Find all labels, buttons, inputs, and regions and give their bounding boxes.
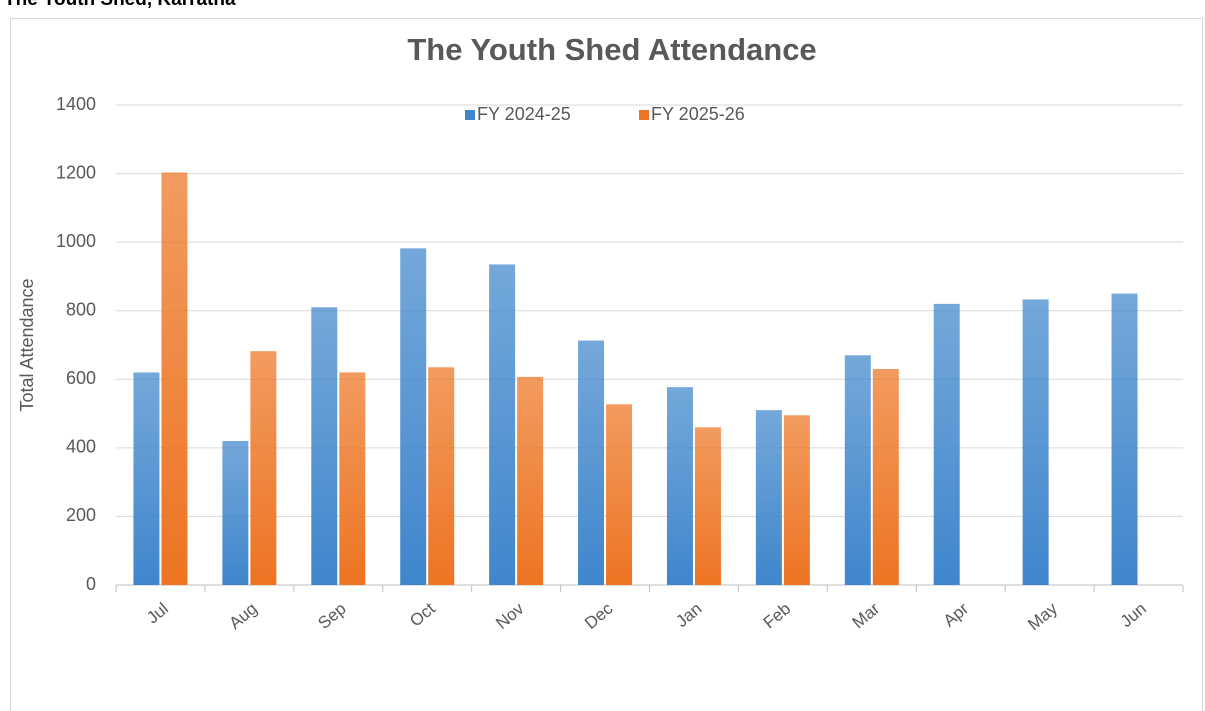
- y-tick-label: 200: [66, 505, 96, 525]
- bar: [755, 410, 782, 585]
- bar: [161, 172, 188, 586]
- bar: [694, 427, 721, 585]
- legend-label: FY 2024-25: [477, 104, 571, 124]
- chart-title: The Youth Shed Attendance: [407, 32, 816, 67]
- bar: [578, 340, 605, 585]
- y-tick-label: 800: [66, 299, 96, 319]
- y-axis-label: Total Attendance: [17, 278, 37, 411]
- y-tick-label: 1200: [56, 162, 96, 182]
- chart-frame: [10, 18, 1203, 711]
- bar: [933, 303, 960, 585]
- bar: [222, 441, 249, 585]
- legend-label: FY 2025-26: [651, 104, 745, 124]
- bar: [1111, 293, 1138, 585]
- y-tick-label: 400: [66, 437, 96, 457]
- bar: [311, 307, 338, 585]
- legend-swatch: [465, 110, 475, 120]
- y-tick-label: 600: [66, 368, 96, 388]
- bar: [666, 387, 693, 585]
- bar: [133, 372, 160, 585]
- bar: [428, 367, 455, 585]
- bar: [844, 355, 871, 585]
- y-tick-label: 1400: [56, 94, 96, 114]
- bar: [1022, 299, 1049, 585]
- bar: [339, 372, 366, 585]
- bar: [400, 248, 427, 586]
- bar: [489, 264, 516, 585]
- bar: [250, 351, 277, 585]
- legend-swatch: [639, 110, 649, 120]
- y-tick-label: 0: [86, 574, 96, 594]
- bar: [783, 415, 810, 585]
- bar: [606, 404, 633, 585]
- y-tick-label: 1000: [56, 231, 96, 251]
- bar: [872, 369, 899, 585]
- bar: [517, 376, 544, 585]
- page-header: The Youth Shed, Karratha: [4, 0, 236, 10]
